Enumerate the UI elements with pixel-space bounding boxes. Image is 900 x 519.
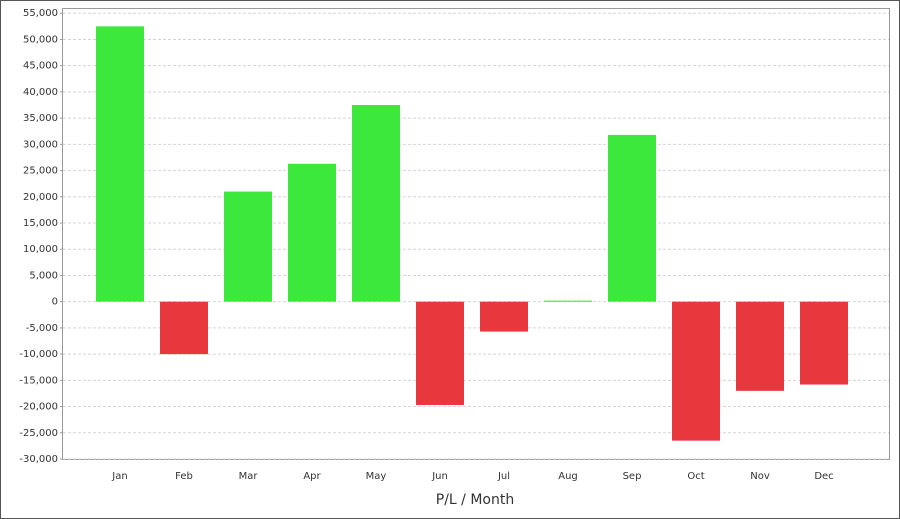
bar xyxy=(736,301,784,391)
plot-frame xyxy=(62,8,890,460)
y-tick-label: 50,000 xyxy=(23,34,58,45)
x-tick-label: May xyxy=(366,471,387,482)
bar xyxy=(416,301,464,405)
bar xyxy=(480,301,528,332)
y-tick-label: 55,000 xyxy=(23,8,58,19)
bar xyxy=(608,134,656,302)
y-tick-label: 35,000 xyxy=(23,113,58,124)
y-tick-label: 0 xyxy=(52,297,58,308)
bar xyxy=(544,300,592,302)
y-tick-label: 25,000 xyxy=(23,166,58,177)
y-tick-label: 20,000 xyxy=(23,192,58,203)
x-axis-label: P/L / Month xyxy=(436,492,514,508)
x-tick-label: Sep xyxy=(623,471,642,482)
y-tick-label: 5,000 xyxy=(29,270,58,281)
x-tick-label: Mar xyxy=(239,471,259,482)
y-tick-label: 45,000 xyxy=(23,61,58,72)
x-tick-label: Dec xyxy=(814,471,833,482)
y-tick-label: -15,000 xyxy=(19,375,58,386)
x-tick-label: Oct xyxy=(687,471,704,482)
bar xyxy=(672,301,720,441)
y-tick-label: -30,000 xyxy=(19,454,58,465)
y-tick-label: 10,000 xyxy=(23,244,58,255)
x-tick-label: Jul xyxy=(497,471,510,482)
x-tick-label: Jun xyxy=(431,471,448,482)
bar xyxy=(352,105,400,302)
bar xyxy=(288,163,336,302)
x-tick-label: Feb xyxy=(175,471,193,482)
x-tick-label: Aug xyxy=(558,471,578,482)
y-tick-label: -10,000 xyxy=(19,349,58,360)
bar xyxy=(160,301,208,355)
bar xyxy=(224,191,272,302)
y-tick-label: 30,000 xyxy=(23,139,58,150)
x-tick-label: Nov xyxy=(750,471,770,482)
y-tick-label: 40,000 xyxy=(23,87,58,98)
y-tick-label: -5,000 xyxy=(26,323,58,334)
x-tick-label: Jan xyxy=(111,471,127,482)
y-tick-label: -25,000 xyxy=(19,428,58,439)
x-tick-label: Apr xyxy=(303,471,321,482)
y-tick-label: -20,000 xyxy=(19,402,58,413)
bar xyxy=(96,26,144,302)
bar xyxy=(800,301,848,385)
y-tick-label: 15,000 xyxy=(23,218,58,229)
